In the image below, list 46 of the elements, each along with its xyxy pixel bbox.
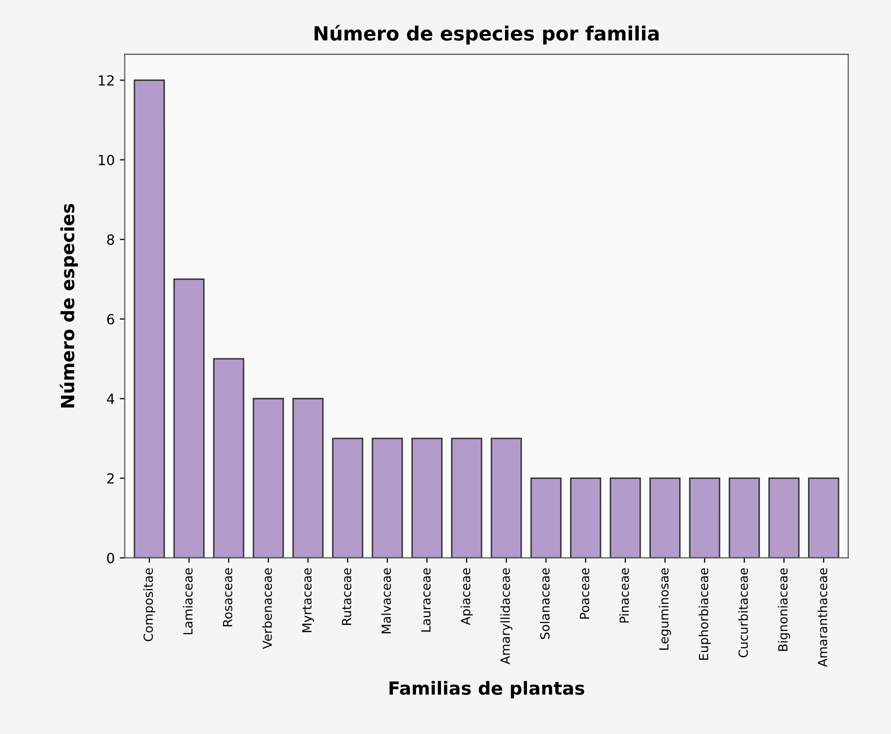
y-tick-label: 2 [107,473,114,484]
y-tick-label: 8 [107,234,114,245]
bar [252,398,284,558]
y-tick-label: 4 [106,394,114,404]
x-tick-label: Amaryllidaceae [500,568,512,664]
y-tick-label: 6 [107,314,114,324]
bar [411,438,443,558]
x-tick-label: Apiaceae [460,568,473,625]
y-axis-title: Número de especies [60,204,78,408]
x-tick-label: Malvaceae [381,568,391,634]
x-tick-label: Amaranthaceae [818,568,828,667]
bar [451,438,482,558]
x-tick-label: Cucurbitaceae [738,568,748,658]
y-tick-label: 0 [107,552,114,564]
x-tick-label: Lauraceae [421,568,431,632]
bar [649,478,681,558]
x-tick-label: Verbenaceae [262,568,272,649]
bar [728,478,760,558]
x-tick-label: Myrtaceae [302,568,314,632]
bar [808,478,840,558]
x-tick-label: Bignoniaceae [778,568,790,651]
bar [372,438,403,558]
x-tick-label: Poaceae [580,568,590,619]
bar [570,478,602,558]
bar [292,398,324,558]
bar [173,278,205,558]
bar [134,79,165,558]
x-tick-label: Leguminosae [658,568,672,650]
bar [490,438,522,558]
x-axis-title: Familias de plantas [390,680,584,698]
bar [768,478,800,558]
bar [689,478,720,558]
bar [610,478,641,558]
x-tick-label: Compositae [143,568,156,642]
x-tick-label: Pinaceae [619,568,629,623]
y-tick-label: 12 [98,75,114,86]
x-tick-label: Lamiaceae [182,568,193,634]
x-tick-label: Euphorbiaceae [698,568,711,660]
x-tick-label: Rosaceae [223,568,232,626]
chart-title: Número de especies por familia [314,24,659,44]
x-tick-label: Solanaceae [540,568,550,639]
bar [213,358,244,558]
bar [530,478,562,558]
bar [332,438,364,558]
x-tick-label: Rutaceae [342,568,352,625]
y-tick-label: 10 [98,154,114,166]
